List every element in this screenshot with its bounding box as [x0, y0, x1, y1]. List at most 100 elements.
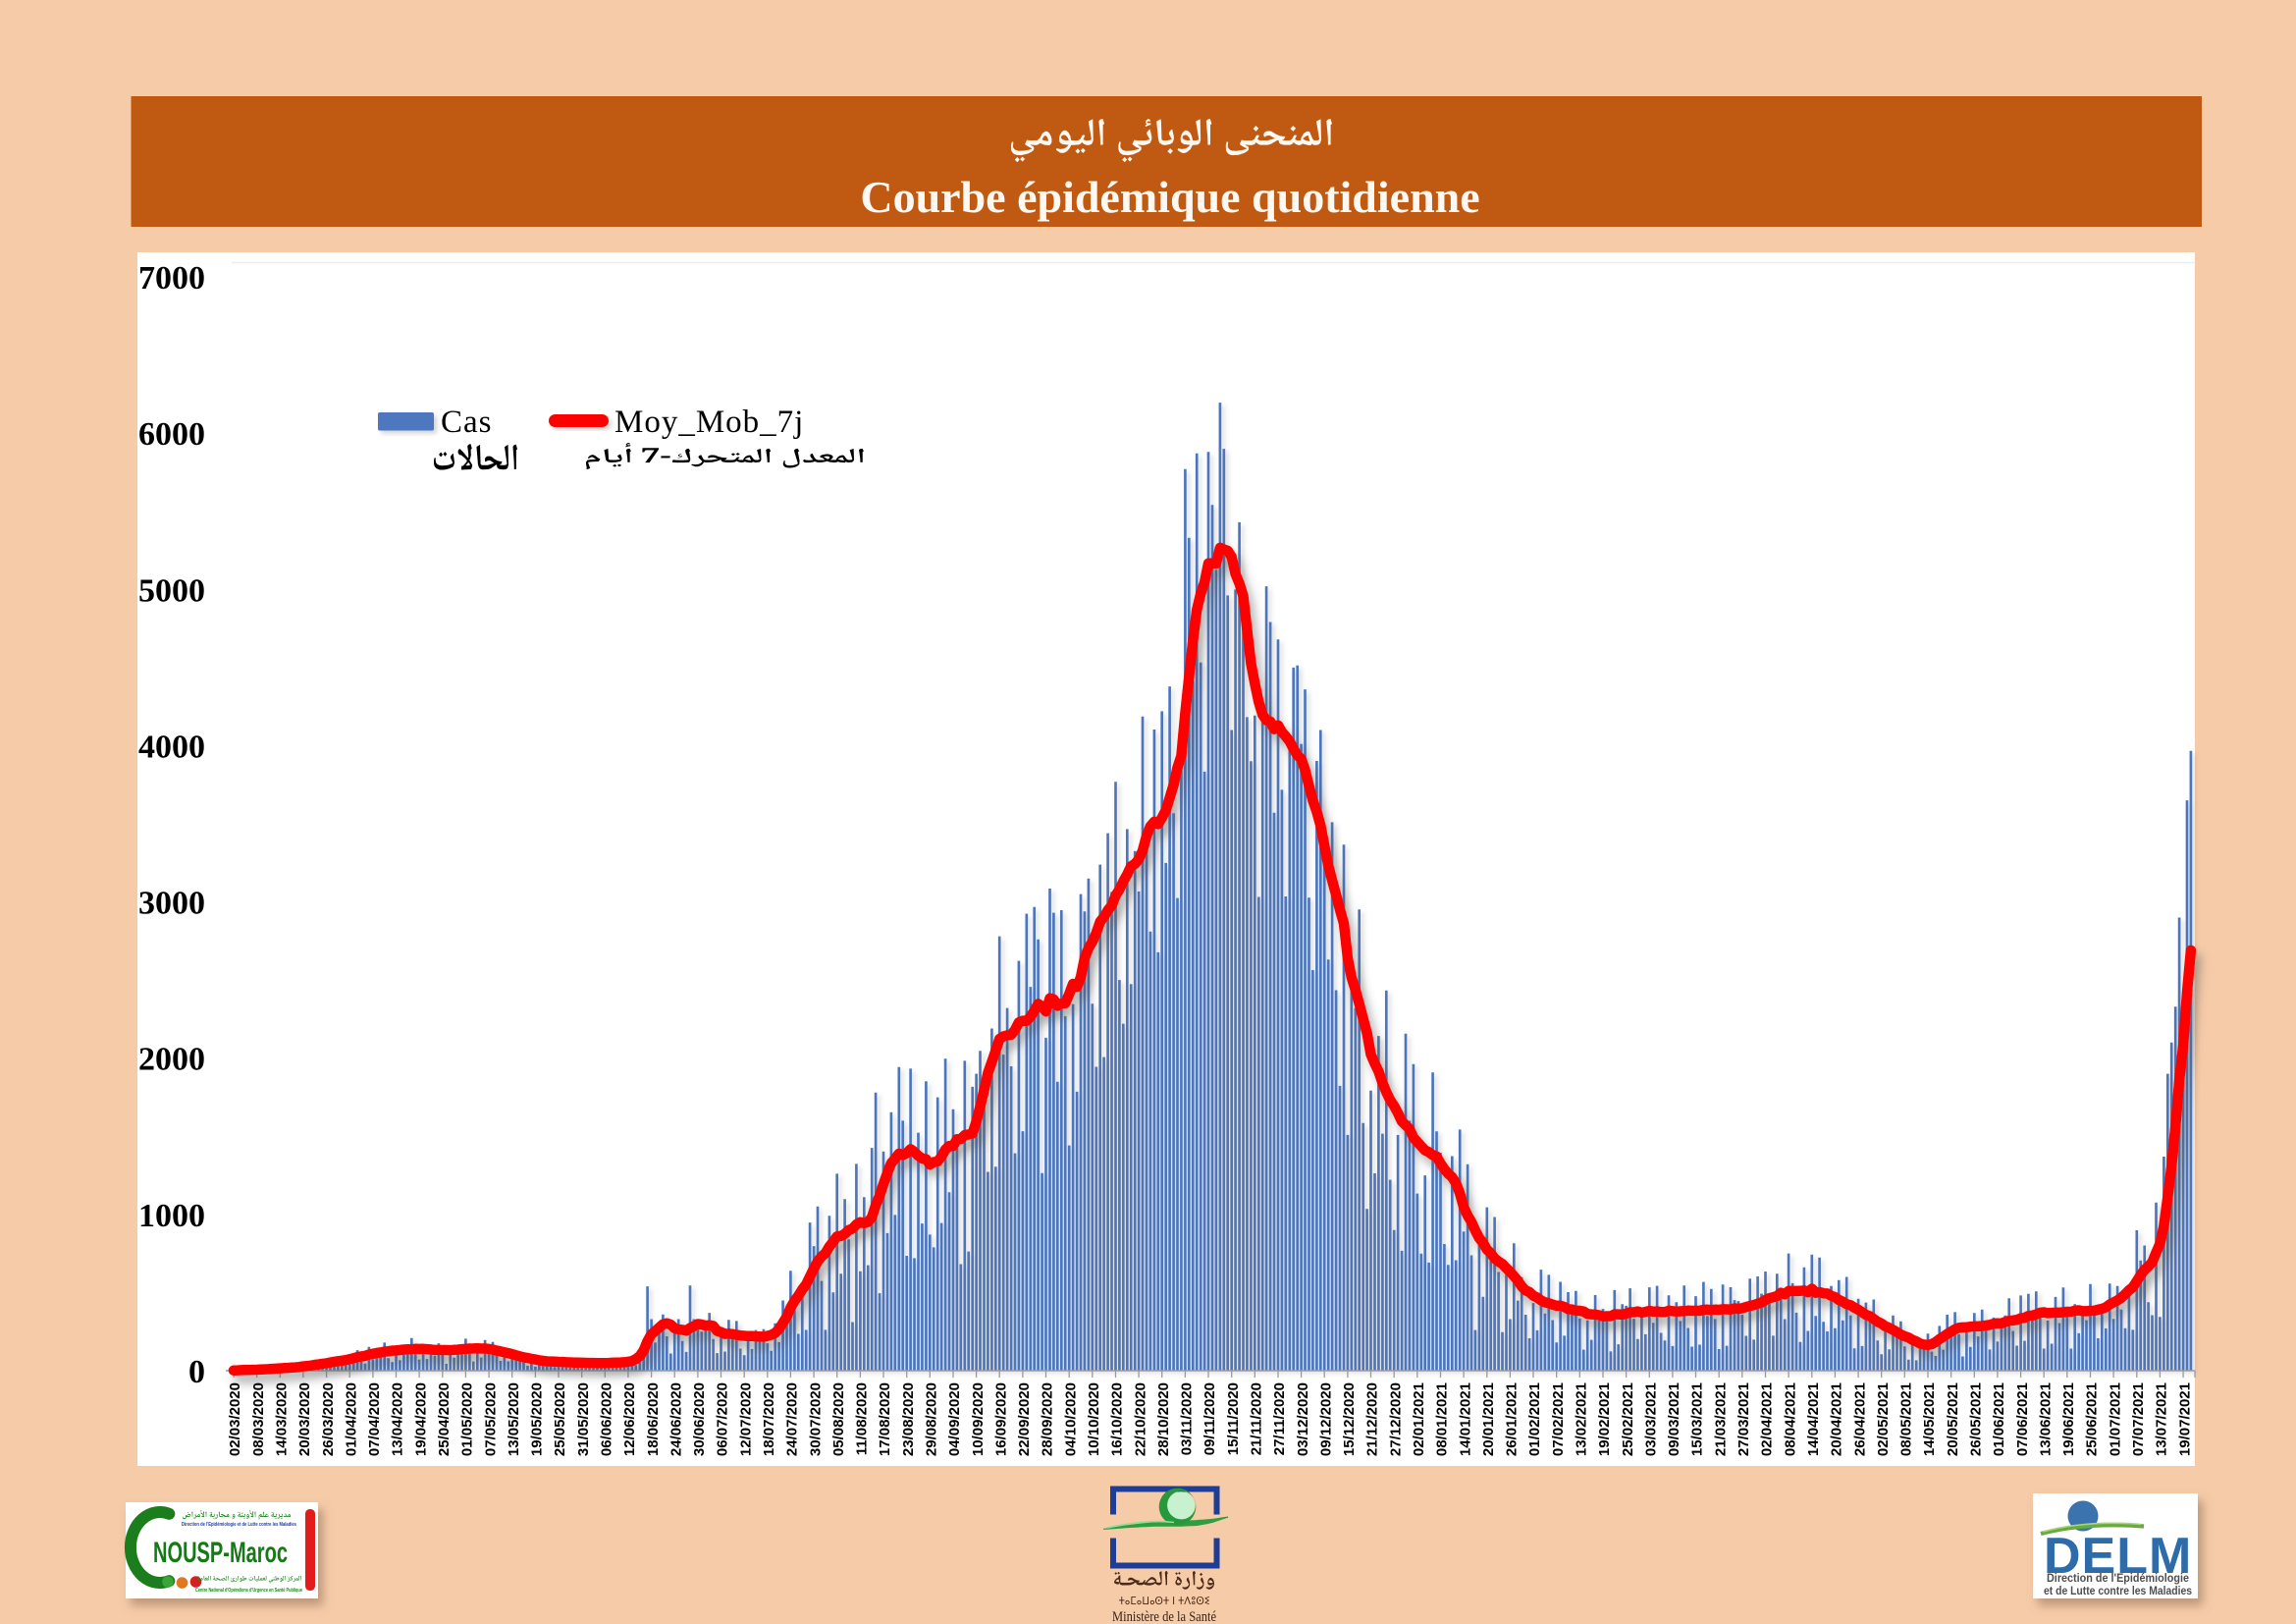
svg-text:DELM: DELM — [2044, 1528, 2192, 1585]
svg-text:01/06/2021: 01/06/2021 — [1991, 1382, 2007, 1456]
svg-text:17/08/2020: 17/08/2020 — [877, 1382, 893, 1456]
svg-text:06/06/2020: 06/06/2020 — [599, 1382, 615, 1456]
svg-text:03/12/2020: 03/12/2020 — [1295, 1382, 1311, 1456]
svg-text:et de Lutte contre les Maladie: et de Lutte contre les Maladies — [2044, 1586, 2192, 1597]
svg-text:14/04/2021: 14/04/2021 — [1805, 1382, 1822, 1456]
svg-text:04/09/2020: 04/09/2020 — [946, 1382, 963, 1456]
svg-text:21/03/2021: 21/03/2021 — [1712, 1382, 1729, 1456]
svg-text:31/05/2020: 31/05/2020 — [575, 1382, 592, 1456]
svg-text:10/09/2020: 10/09/2020 — [970, 1382, 987, 1456]
svg-text:06/07/2020: 06/07/2020 — [715, 1382, 731, 1456]
svg-text:13/07/2021: 13/07/2021 — [2154, 1382, 2170, 1456]
svg-text:14/05/2021: 14/05/2021 — [1921, 1382, 1938, 1456]
svg-text:Courbe épidémique quotidienne: Courbe épidémique quotidienne — [860, 172, 1479, 222]
svg-text:03/11/2020: 03/11/2020 — [1179, 1382, 1196, 1455]
svg-text:Direction de l'Epidémiologie e: Direction de l'Epidémiologie et de Lutte… — [182, 1522, 296, 1528]
svg-text:22/10/2020: 22/10/2020 — [1132, 1382, 1148, 1456]
svg-text:26/05/2021: 26/05/2021 — [1968, 1382, 1985, 1456]
svg-text:Centre National d'Opérations d: Centre National d'Opérations d'Urgence e… — [195, 1588, 302, 1594]
svg-text:13/06/2021: 13/06/2021 — [2037, 1382, 2054, 1456]
svg-text:01/02/2021: 01/02/2021 — [1526, 1382, 1543, 1456]
svg-text:20/01/2021: 20/01/2021 — [1480, 1382, 1497, 1456]
svg-text:08/05/2021: 08/05/2021 — [1898, 1382, 1915, 1456]
svg-text:07/02/2021: 07/02/2021 — [1550, 1382, 1567, 1456]
svg-text:09/12/2020: 09/12/2020 — [1317, 1382, 1334, 1456]
svg-text:Direction de l'Epidémiologie: Direction de l'Epidémiologie — [2047, 1573, 2189, 1585]
svg-text:25/04/2020: 25/04/2020 — [436, 1382, 453, 1456]
svg-text:27/11/2020: 27/11/2020 — [1271, 1382, 1288, 1455]
svg-text:08/01/2021: 08/01/2021 — [1434, 1382, 1451, 1456]
svg-text:01/07/2021: 01/07/2021 — [2107, 1382, 2123, 1456]
svg-text:18/06/2020: 18/06/2020 — [645, 1382, 662, 1456]
svg-text:23/08/2020: 23/08/2020 — [900, 1382, 917, 1456]
svg-text:04/10/2020: 04/10/2020 — [1062, 1382, 1079, 1456]
svg-text:NOUSP-Maroc: NOUSP-Maroc — [153, 1537, 288, 1569]
svg-text:13/04/2020: 13/04/2020 — [390, 1382, 406, 1456]
svg-text:08/03/2020: 08/03/2020 — [250, 1382, 267, 1456]
svg-text:01/05/2020: 01/05/2020 — [459, 1382, 476, 1456]
svg-text:16/10/2020: 16/10/2020 — [1109, 1382, 1126, 1456]
svg-text:26/04/2021: 26/04/2021 — [1851, 1382, 1868, 1456]
svg-text:24/06/2020: 24/06/2020 — [667, 1382, 684, 1456]
svg-text:12/06/2020: 12/06/2020 — [621, 1382, 638, 1456]
svg-text:24/07/2020: 24/07/2020 — [784, 1382, 801, 1456]
svg-text:02/03/2020: 02/03/2020 — [227, 1382, 243, 1456]
svg-text:02/01/2021: 02/01/2021 — [1411, 1382, 1427, 1456]
svg-text:16/09/2020: 16/09/2020 — [992, 1382, 1009, 1456]
svg-text:08/04/2021: 08/04/2021 — [1782, 1382, 1798, 1456]
svg-text:30/06/2020: 30/06/2020 — [691, 1382, 708, 1456]
svg-text:13/02/2021: 13/02/2021 — [1574, 1382, 1590, 1456]
svg-text:11/08/2020: 11/08/2020 — [854, 1382, 871, 1455]
svg-text:28/10/2020: 28/10/2020 — [1155, 1382, 1172, 1456]
svg-text:Ministère de la Santé: Ministère de la Santé — [1112, 1609, 1216, 1624]
svg-text:0: 0 — [188, 1354, 205, 1390]
svg-text:19/06/2021: 19/06/2021 — [2060, 1382, 2077, 1456]
svg-text:09/11/2020: 09/11/2020 — [1201, 1382, 1218, 1455]
svg-text:02/04/2021: 02/04/2021 — [1759, 1382, 1776, 1456]
svg-text:19/07/2021: 19/07/2021 — [2176, 1382, 2193, 1456]
svg-text:27/03/2021: 27/03/2021 — [1735, 1382, 1752, 1456]
svg-text:7000: 7000 — [138, 260, 205, 297]
svg-text:18/07/2020: 18/07/2020 — [761, 1382, 777, 1456]
svg-text:14/01/2021: 14/01/2021 — [1457, 1382, 1473, 1456]
svg-text:07/07/2021: 07/07/2021 — [2130, 1382, 2147, 1456]
svg-text:15/12/2020: 15/12/2020 — [1341, 1382, 1358, 1456]
svg-text:14/03/2020: 14/03/2020 — [274, 1382, 291, 1456]
svg-text:07/05/2020: 07/05/2020 — [482, 1382, 499, 1456]
svg-text:29/08/2020: 29/08/2020 — [924, 1382, 940, 1456]
svg-text:15/11/2020: 15/11/2020 — [1225, 1382, 1242, 1455]
svg-text:19/02/2021: 19/02/2021 — [1596, 1382, 1613, 1456]
svg-text:05/08/2020: 05/08/2020 — [830, 1382, 847, 1456]
svg-text:25/02/2021: 25/02/2021 — [1620, 1382, 1636, 1456]
svg-text:4000: 4000 — [138, 729, 205, 765]
svg-text:13/05/2020: 13/05/2020 — [506, 1382, 522, 1456]
svg-text:28/09/2020: 28/09/2020 — [1040, 1382, 1056, 1456]
svg-text:10/10/2020: 10/10/2020 — [1086, 1382, 1102, 1456]
svg-text:19/05/2020: 19/05/2020 — [529, 1382, 546, 1456]
svg-text:20/05/2021: 20/05/2021 — [1945, 1382, 1961, 1456]
svg-text:2000: 2000 — [138, 1042, 205, 1078]
svg-text:21/11/2020: 21/11/2020 — [1249, 1382, 1265, 1455]
svg-text:26/03/2020: 26/03/2020 — [320, 1382, 337, 1456]
svg-text:25/06/2021: 25/06/2021 — [2084, 1382, 2101, 1456]
svg-text:26/01/2021: 26/01/2021 — [1504, 1382, 1521, 1456]
svg-text:22/09/2020: 22/09/2020 — [1016, 1382, 1033, 1456]
svg-text:02/05/2021: 02/05/2021 — [1875, 1382, 1892, 1456]
svg-text:20/04/2021: 20/04/2021 — [1829, 1382, 1845, 1456]
svg-text:03/03/2021: 03/03/2021 — [1643, 1382, 1660, 1456]
svg-text:15/03/2021: 15/03/2021 — [1689, 1382, 1706, 1456]
svg-text:21/12/2020: 21/12/2020 — [1364, 1382, 1381, 1456]
svg-text:12/07/2020: 12/07/2020 — [737, 1382, 754, 1456]
svg-text:1000: 1000 — [138, 1198, 205, 1234]
svg-text:27/12/2020: 27/12/2020 — [1387, 1382, 1404, 1456]
svg-text:20/03/2020: 20/03/2020 — [296, 1382, 313, 1456]
svg-text:25/05/2020: 25/05/2020 — [552, 1382, 568, 1456]
svg-text:01/04/2020: 01/04/2020 — [343, 1382, 359, 1456]
svg-text:Moy_Mob_7j: Moy_Mob_7j — [614, 405, 804, 440]
svg-text:19/04/2020: 19/04/2020 — [412, 1382, 429, 1456]
svg-text:07/04/2020: 07/04/2020 — [366, 1382, 383, 1456]
svg-text:5000: 5000 — [138, 572, 205, 609]
svg-text:07/06/2021: 07/06/2021 — [2014, 1382, 2031, 1456]
svg-text:6000: 6000 — [138, 416, 205, 453]
svg-text:09/03/2021: 09/03/2021 — [1666, 1382, 1682, 1456]
